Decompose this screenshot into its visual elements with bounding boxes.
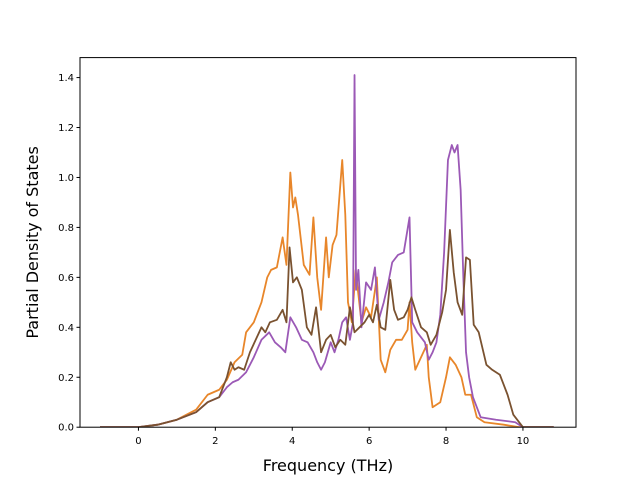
x-tick-label: 4 <box>289 436 295 447</box>
y-tick-label: 0.4 <box>58 323 74 334</box>
y-tick-label: 0.0 <box>58 423 74 434</box>
plot-lines <box>99 74 554 428</box>
x-tick-label: 0 <box>135 436 141 447</box>
y-axis-ticks: 0.0 0.2 0.4 0.6 0.8 1.0 1.2 1.4 <box>58 73 80 434</box>
y-axis-title: Partial Density of States <box>23 146 42 338</box>
y-tick-label: 1.2 <box>58 123 74 134</box>
x-tick-label: 6 <box>366 436 372 447</box>
y-tick-label: 0.2 <box>58 373 74 384</box>
x-axis-title: Frequency (THz) <box>263 456 393 475</box>
series-line-2 <box>99 74 554 428</box>
y-tick-label: 0.6 <box>58 273 74 284</box>
y-tick-label: 0.8 <box>58 223 74 234</box>
x-tick-label: 2 <box>212 436 218 447</box>
x-tick-label: 8 <box>443 436 449 447</box>
series-line-1 <box>99 159 554 428</box>
y-tick-label: 1.4 <box>58 73 74 84</box>
x-tick-label: 10 <box>517 436 530 447</box>
x-axis-ticks: 0 2 4 6 8 10 <box>135 427 529 447</box>
series-line-3 <box>99 229 554 428</box>
plot-frame <box>79 57 577 428</box>
y-tick-label: 1.0 <box>58 173 74 184</box>
